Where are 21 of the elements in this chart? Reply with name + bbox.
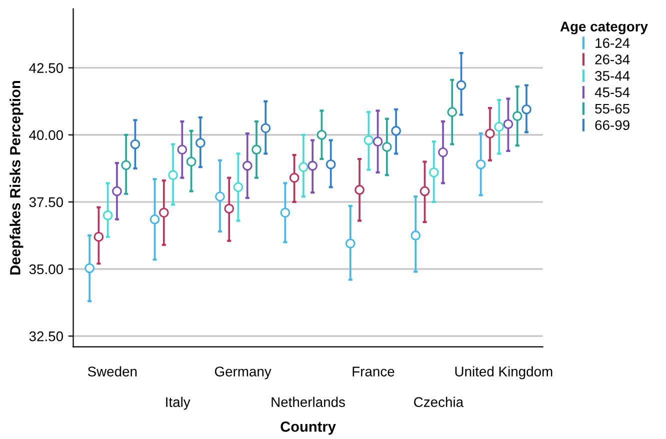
y-tick-label: 35.00 xyxy=(29,264,63,274)
legend-label: 55-65 xyxy=(595,104,630,114)
x-tick-label: Sweden xyxy=(88,366,137,376)
x-tick-label: France xyxy=(352,366,394,376)
legend-title: Age category xyxy=(560,22,648,34)
legend-label: 66-99 xyxy=(595,120,630,130)
x-tick-label: Czechia xyxy=(414,396,464,408)
y-tick-label: 42.50 xyxy=(29,63,63,73)
x-tick-label: Italy xyxy=(166,396,190,410)
y-axis-title: Deepfakes Risks Perception xyxy=(10,81,24,274)
x-axis-title: Country xyxy=(280,422,336,435)
y-tick-label: 32.50 xyxy=(29,331,63,342)
y-tick-label: 40.00 xyxy=(29,130,63,140)
legend-label: 35-44 xyxy=(595,70,630,81)
y-tick-label: 37.50 xyxy=(29,197,63,208)
legend-label: 26-34 xyxy=(595,54,630,64)
x-tick-label: United Kingdom xyxy=(455,366,552,380)
legend-label: 45-54 xyxy=(594,88,630,98)
x-tick-label: Netherlands xyxy=(272,396,345,408)
legend-label: 16-24 xyxy=(596,38,630,48)
x-tick-label: Germany xyxy=(214,366,272,380)
